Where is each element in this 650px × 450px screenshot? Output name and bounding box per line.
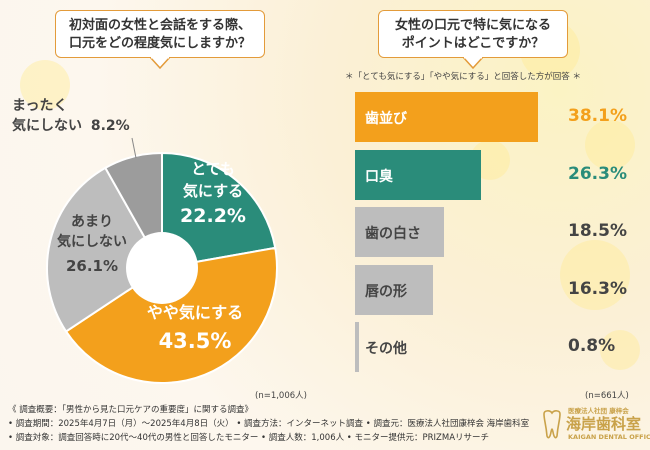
pie-value-somewhat: 43.5% [158, 329, 232, 353]
pie-label-somewhat-line1: やや気にする [146, 303, 244, 322]
right-chart-note: ＊「とても気にする」「やや気にする」と回答した方が回答 ＊ [345, 72, 581, 82]
logo-name: 海岸歯科室 [566, 415, 642, 433]
bokeh-decoration [560, 240, 630, 310]
pie-value-not-much: 26.1% [65, 257, 119, 275]
bar-label-teeth-whiteness: 歯の白さ [365, 226, 421, 242]
right-question-line2: ポイントはどこですか？ [401, 36, 545, 51]
bar-bad-breath [355, 149, 482, 200]
pie-center-hole [126, 232, 198, 304]
bar-teeth-whiteness [355, 207, 444, 257]
pie-leader-line [131, 137, 137, 159]
bar-label-other: その他 [365, 341, 407, 357]
pie-value-very: 22.2% [180, 205, 246, 227]
pie-label-not-much-line1: あまり [71, 214, 113, 230]
bokeh-decoration [585, 120, 635, 170]
logo-tooth-icon [543, 410, 561, 439]
bar-label-bad-breath: 口臭 [365, 168, 393, 185]
pie-label-very: とても 気にする 22.2% [178, 158, 248, 227]
bar-label-lip-shape: 唇の形 [365, 283, 407, 300]
bokeh-decoration [20, 60, 70, 110]
left-question-line2: 口元をどの程度気にしますか？ [68, 36, 251, 51]
pie-label-very-line1: とても [191, 160, 235, 178]
pie-label-not-much: あまり 気にしない 26.1% [52, 212, 132, 276]
bar-value-teeth-whiteness: 18.5% [568, 221, 627, 241]
pie-label-not-at-all-line1: まったく [12, 98, 68, 114]
bar-lip-shape [355, 264, 434, 315]
bar-teeth-alignment [355, 92, 538, 142]
right-sample-size: (n=661人) [585, 391, 629, 401]
logo-subtitle: 医療法人社団 康梓会 [568, 407, 629, 415]
pie-slice-very [161, 151, 277, 270]
pie-label-somewhat: やや気にする 43.5% [130, 302, 260, 352]
logo-english: KAIGAN DENTAL OFFICE [568, 433, 650, 441]
bar-value-other: 0.8% [568, 336, 616, 356]
footer-line2: • 調査期間：2025年4月7日（月）～2025年4月8日（火） • 調査方法：… [8, 419, 530, 429]
bar-label-teeth-alignment: 歯並び [365, 111, 407, 127]
bar-value-lip-shape: 16.3% [568, 278, 627, 299]
pie-slice-somewhat [64, 246, 278, 384]
pie-label-not-at-all: まったく 気にしない 8.2% [12, 96, 130, 136]
pie-label-not-at-all-line2: 気にしない 8.2% [12, 116, 130, 136]
pie-slice-not-much [46, 166, 164, 333]
pie-value-not-at-all: 8.2% [90, 118, 130, 134]
left-question-line1: 初対面の女性と会話をする際、 [68, 18, 251, 33]
bokeh-decoration [600, 330, 640, 370]
right-question-line1: 女性の口元で特に気になる [394, 18, 551, 33]
bar-value-teeth-alignment: 38.1% [568, 106, 627, 126]
pie-label-very-line2: 気にする [182, 182, 244, 200]
pie-label-not-much-line2: 気にしない [57, 234, 127, 250]
bar-value-bad-breath: 26.3% [568, 163, 627, 184]
footer-line1: 《 調査概要：「男性から見た口元ケアの重要度」に関する調査》 [8, 405, 253, 415]
footer-line3: • 調査対象：調査回答時に20代～40代の男性と回答したモニター • 調査人数：… [8, 433, 490, 443]
pie-label-not-at-all-text: 気にしない [12, 118, 82, 134]
left-sample-size: (n=1,006人) [255, 391, 307, 401]
right-question-box: 女性の口元で特に気になる ポイントはどこですか？ [378, 10, 568, 58]
bar-other [355, 322, 359, 372]
left-question-tail [150, 57, 170, 69]
right-question-tail [463, 57, 483, 69]
